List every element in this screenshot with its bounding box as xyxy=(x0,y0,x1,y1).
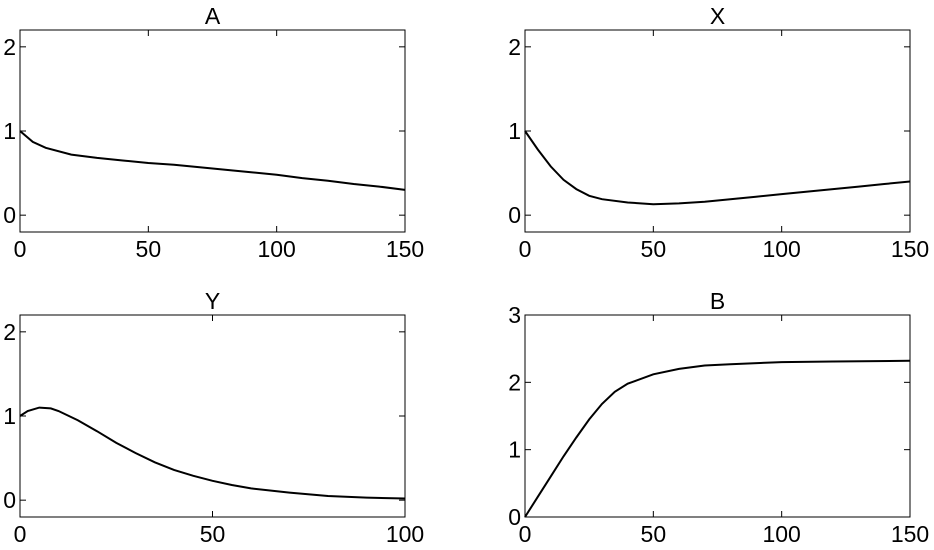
data-line xyxy=(19,130,406,191)
x-tick-label: 150 xyxy=(891,521,929,547)
x-tick-label: 0 xyxy=(14,521,27,547)
subplot-title: B xyxy=(710,288,725,314)
y-tick-label: 2 xyxy=(508,369,521,395)
data-line xyxy=(19,406,406,500)
x-tick-label: 150 xyxy=(891,236,929,262)
y-tick-label: 1 xyxy=(508,437,521,463)
subplot-title: Y xyxy=(205,288,220,314)
axes-box xyxy=(19,314,406,518)
x-tick-label: 100 xyxy=(257,236,295,262)
data-line xyxy=(524,359,911,518)
y-tick-label: 0 xyxy=(3,202,16,228)
subplot-title: A xyxy=(205,3,221,29)
y-tick-label: 0 xyxy=(508,504,521,530)
x-tick-label: 100 xyxy=(762,521,800,547)
y-tick-label: 1 xyxy=(3,118,16,144)
y-tick-label: 1 xyxy=(3,403,16,429)
x-tick-label: 0 xyxy=(14,236,27,262)
x-tick-label: 50 xyxy=(641,521,667,547)
y-tick-label: 2 xyxy=(3,319,16,345)
y-tick-label: 0 xyxy=(3,487,16,513)
x-tick-label: 150 xyxy=(386,236,424,262)
y-tick-label: 2 xyxy=(508,34,521,60)
axes-box xyxy=(524,314,911,518)
y-tick-label: 0 xyxy=(508,202,521,228)
y-tick-label: 1 xyxy=(508,118,521,144)
x-tick-label: 50 xyxy=(136,236,162,262)
data-line xyxy=(524,130,911,206)
axes-box xyxy=(19,29,406,233)
x-tick-label: 0 xyxy=(519,521,532,547)
x-tick-label: 0 xyxy=(519,236,532,262)
x-tick-label: 50 xyxy=(641,236,667,262)
x-tick-label: 100 xyxy=(762,236,800,262)
y-tick-label: 3 xyxy=(508,302,521,328)
axes-box xyxy=(524,29,911,233)
x-tick-label: 100 xyxy=(386,521,424,547)
subplot-title: X xyxy=(710,3,725,29)
x-tick-label: 50 xyxy=(200,521,226,547)
y-tick-label: 2 xyxy=(3,34,16,60)
